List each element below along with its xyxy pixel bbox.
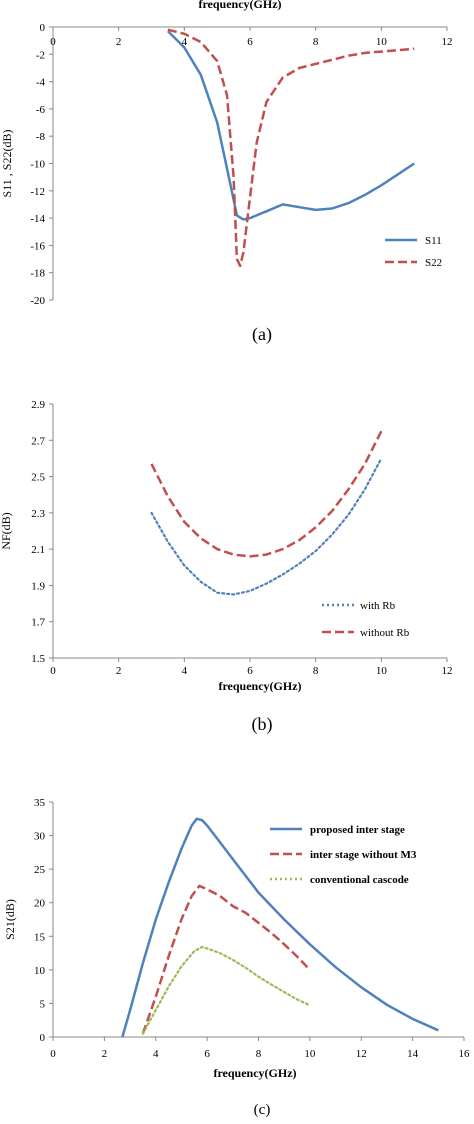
y-axis-label: NF(dB) bbox=[0, 512, 13, 549]
legend-label-2: without Rb bbox=[360, 627, 410, 639]
series-line-2 bbox=[167, 28, 415, 268]
y-tick-label: 1.7 bbox=[31, 617, 45, 629]
series-line-3 bbox=[141, 945, 311, 1035]
y-tick-label: 2.5 bbox=[31, 472, 45, 484]
y-tick-label: -2 bbox=[36, 49, 45, 61]
y-tick-label: 10 bbox=[34, 965, 46, 977]
series-line-2 bbox=[150, 430, 383, 558]
y-axis-label: S11 , S22(dB) bbox=[0, 130, 14, 198]
series-line-1 bbox=[150, 457, 383, 596]
y-tick-label: -4 bbox=[36, 77, 46, 89]
x-tick-label: 4 bbox=[182, 36, 188, 48]
x-tick-label: 4 bbox=[153, 1048, 159, 1060]
x-tick-label: 0 bbox=[50, 36, 56, 48]
series-line-1 bbox=[121, 817, 439, 1038]
figure-caption: (a) bbox=[252, 324, 272, 345]
x-tick-label: 4 bbox=[182, 665, 188, 677]
legend-label-1: with Rb bbox=[360, 600, 396, 612]
y-tick-label: -8 bbox=[36, 131, 46, 143]
y-tick-label: 0 bbox=[40, 1032, 46, 1044]
y-tick-label: 20 bbox=[34, 898, 46, 910]
x-tick-label: 8 bbox=[313, 36, 319, 48]
x-tick-label: 12 bbox=[356, 1048, 367, 1060]
y-tick-label: 2.7 bbox=[31, 435, 45, 447]
y-tick-label: 0 bbox=[40, 22, 46, 34]
y-tick-label: -12 bbox=[30, 186, 45, 198]
x-axis-label: frequency(GHz) bbox=[198, 0, 281, 11]
y-tick-label: 2.9 bbox=[31, 399, 45, 411]
x-tick-label: 12 bbox=[442, 36, 453, 48]
x-tick-label: 6 bbox=[204, 1048, 210, 1060]
y-tick-label: -6 bbox=[36, 104, 46, 116]
chart-2: 1.5 1.7 1.9 2.1 2.3 2.5 2.7 2.9 0 2 4 6 8 10 12 frequen… bbox=[0, 399, 453, 735]
y-tick-label: 1.5 bbox=[31, 653, 45, 665]
x-tick-label: 2 bbox=[102, 1048, 108, 1060]
figure-caption: (c) bbox=[254, 1102, 271, 1118]
x-tick-label: 2 bbox=[116, 36, 122, 48]
y-tick-label: -10 bbox=[30, 159, 45, 171]
y-tick-label: -14 bbox=[30, 213, 45, 225]
y-tick-label: -20 bbox=[30, 295, 45, 307]
x-axis-label: frequency(GHz) bbox=[213, 1066, 296, 1080]
y-tick-label: -16 bbox=[30, 240, 45, 252]
y-tick-label: 35 bbox=[34, 797, 46, 809]
y-tick-label: 15 bbox=[34, 931, 46, 943]
x-tick-label: 0 bbox=[50, 1048, 56, 1060]
y-axis-label: S21(dB) bbox=[3, 899, 17, 940]
y-tick-label: 2.1 bbox=[31, 544, 45, 556]
y-tick-label: 5 bbox=[40, 998, 46, 1010]
x-tick-label: 10 bbox=[376, 36, 388, 48]
x-tick-label: 10 bbox=[304, 1048, 316, 1060]
chart-1: 0 -2 -4 -6 -8 -10 -12 -14 -16 -18 -20 0 2 4 6 8 10 12 freq… bbox=[0, 0, 453, 345]
y-tick-label: 2.3 bbox=[31, 508, 45, 520]
x-tick-label: 16 bbox=[459, 1048, 471, 1060]
x-axis-label: frequency(GHz) bbox=[218, 679, 301, 693]
x-tick-label: 12 bbox=[442, 665, 453, 677]
chart-3: 0 5 10 15 20 25 30 35 0 2 4 6 8 10 12 14 16 frequency(GHz… bbox=[3, 797, 470, 1118]
x-tick-label: 2 bbox=[116, 665, 122, 677]
legend-label-2: inter stage without M3 bbox=[310, 849, 417, 861]
y-tick-label: 30 bbox=[34, 831, 46, 843]
legend-label-3: conventional cascode bbox=[310, 874, 409, 886]
x-tick-label: 8 bbox=[313, 665, 319, 677]
legend-label-2: S22 bbox=[425, 257, 442, 269]
series-line-1 bbox=[167, 30, 415, 221]
y-tick-label: 1.9 bbox=[31, 580, 45, 592]
y-tick-label: -18 bbox=[30, 268, 45, 280]
x-tick-label: 14 bbox=[407, 1048, 419, 1060]
x-tick-label: 6 bbox=[247, 36, 253, 48]
x-tick-label: 10 bbox=[376, 665, 388, 677]
series-line-2 bbox=[141, 884, 311, 1035]
x-tick-label: 8 bbox=[256, 1048, 262, 1060]
legend-label-1: proposed inter stage bbox=[310, 824, 405, 836]
y-tick-label: 25 bbox=[34, 864, 46, 876]
x-tick-label: 0 bbox=[50, 665, 56, 677]
legend-label-1: S11 bbox=[425, 235, 442, 247]
figure-caption: (b) bbox=[252, 714, 273, 735]
x-tick-label: 6 bbox=[247, 665, 253, 677]
